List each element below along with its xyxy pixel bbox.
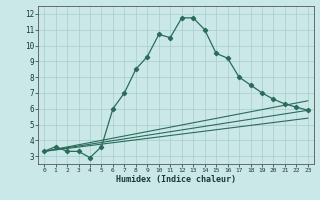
X-axis label: Humidex (Indice chaleur): Humidex (Indice chaleur): [116, 175, 236, 184]
